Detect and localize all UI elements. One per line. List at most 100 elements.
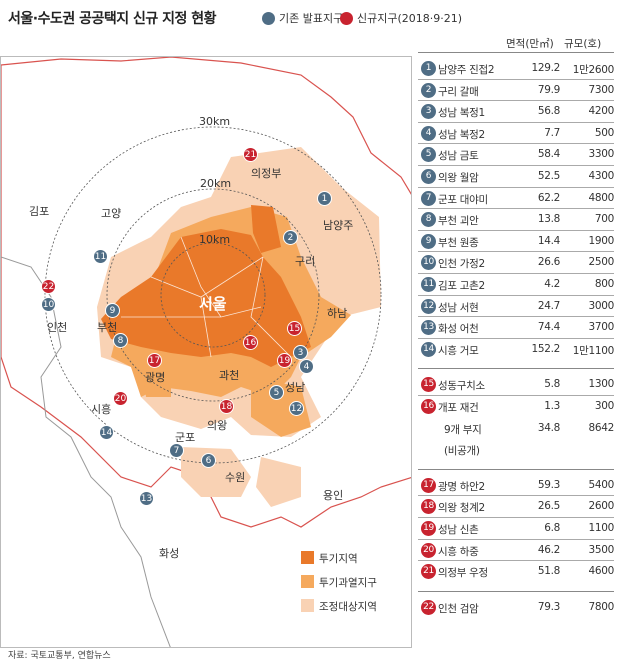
row-size: 300	[594, 400, 614, 412]
row-area: 79.3	[537, 600, 560, 613]
row-name: 인천 검암	[438, 602, 479, 615]
map: 30km 20km 10km 서울 김포 고양 의정부 남양주 구리 하남 인천…	[0, 56, 412, 648]
map-pin-20[interactable]: 20	[113, 391, 128, 406]
row-area: 56.8	[537, 105, 560, 118]
row-divider	[418, 495, 614, 497]
legend-zone3-label: 조정대상지역	[319, 601, 377, 613]
map-pin-1[interactable]: 1	[317, 191, 332, 206]
map-pin-7[interactable]: 7	[169, 443, 184, 458]
group-divider	[418, 468, 614, 470]
row-size: 8642	[588, 421, 614, 434]
map-pin-18[interactable]: 18	[219, 399, 234, 414]
row-number-badge: 22	[421, 599, 436, 615]
row-size: 4800	[588, 191, 614, 204]
map-pin-14[interactable]: 14	[99, 425, 114, 440]
row-area: 26.5	[537, 500, 560, 513]
row-area: 14.4	[537, 234, 560, 247]
map-pin-5[interactable]: 5	[269, 385, 284, 400]
city-label-seoul: 서울	[199, 295, 227, 313]
row-size: 1900	[588, 234, 614, 247]
row-size: 1만2600	[572, 64, 615, 76]
city-label-gwangmyeong: 광명	[145, 371, 166, 384]
row-area: 34.8	[537, 421, 560, 434]
row-number-badge: 10	[421, 255, 436, 271]
map-pin-16[interactable]: 16	[243, 335, 258, 350]
row-size: 4600	[588, 565, 614, 578]
row-name: 남양주 진접2	[438, 64, 495, 76]
map-pin-17[interactable]: 17	[147, 353, 162, 368]
map-pin-3[interactable]: 3	[293, 345, 308, 360]
city-label-hwaseong: 화성	[159, 547, 180, 560]
row-name: 의왕 청계2	[438, 502, 485, 515]
table-row: 7 군포 대야미 62.2 4800	[414, 188, 620, 210]
row-size: 1100	[588, 522, 614, 534]
row-number-badge: 11	[421, 277, 436, 292]
row-size: 2600	[588, 500, 614, 513]
row-divider	[418, 186, 614, 188]
table-row: 13 화성 어천 74.4 3700	[414, 317, 620, 339]
map-pin-21[interactable]: 21	[243, 147, 258, 162]
table-row: 3 성남 복정1 56.8 4200	[414, 101, 620, 123]
zone-speculation	[101, 229, 311, 367]
row-number-badge: 8	[421, 212, 436, 228]
row-area: 46.2	[537, 543, 560, 556]
table-row: 8 부천 괴안 13.8 700	[414, 209, 620, 231]
zone-adjustment-south	[181, 447, 251, 497]
row-number-badge: 19	[421, 521, 436, 536]
table-row: 19 성남 신촌 6.8 1100	[414, 518, 620, 540]
map-pin-19[interactable]: 19	[277, 353, 292, 368]
map-pin-4[interactable]: 4	[299, 359, 314, 374]
city-label-gimpo: 김포	[29, 205, 50, 218]
row-name: 성남 금토	[438, 150, 479, 163]
row-divider	[418, 337, 614, 339]
map-pin-22[interactable]: 22	[41, 279, 56, 294]
map-pin-8[interactable]: 8	[113, 333, 128, 348]
table-row: 4 성남 복정2 7.7 500	[414, 123, 620, 145]
row-number-badge: 18	[421, 499, 436, 515]
table-row: 2 구리 갈매 79.9 7300	[414, 80, 620, 102]
city-label-guri: 구리	[295, 255, 316, 268]
city-label-gunpo: 군포	[175, 431, 196, 444]
row-divider	[418, 121, 614, 123]
existing-dot-icon	[262, 11, 275, 25]
row-size: 1만1100	[572, 344, 615, 357]
row-area: 58.4	[537, 148, 560, 161]
row-area: 24.7	[537, 299, 560, 312]
row-size: 4200	[588, 105, 614, 118]
row-name: 의정부 우정	[438, 567, 488, 580]
table-row: 6 의왕 월암 52.5 4300	[414, 166, 620, 188]
row-name: 성남 복정1	[438, 107, 485, 120]
row-name: (비공개)	[444, 445, 480, 458]
ring-label-10km: 10km	[199, 233, 231, 246]
region-boundary	[1, 57, 411, 528]
table-row: 5 성남 금토 58.4 3300	[414, 144, 620, 166]
row-number-badge: 3	[421, 104, 436, 120]
row-divider	[418, 273, 614, 274]
row-size: 4300	[588, 170, 614, 182]
row-number-badge: 14	[421, 341, 436, 357]
row-area: 6.8	[544, 522, 560, 534]
map-pin-10[interactable]: 10	[41, 297, 56, 312]
row-divider	[418, 560, 614, 562]
city-label-uijeongbu: 의정부	[251, 167, 282, 180]
table-row: 17 광명 하안2 59.3 5400	[414, 475, 620, 497]
row-area: 62.2	[537, 191, 560, 204]
map-pin-6[interactable]: 6	[201, 453, 216, 468]
row-area: 26.6	[537, 256, 560, 269]
zone-overheated-bundang	[251, 377, 311, 437]
map-pin-11[interactable]: 11	[93, 249, 108, 264]
row-divider	[418, 251, 614, 253]
row-number-badge: 4	[421, 125, 436, 141]
map-pin-13[interactable]: 13	[139, 491, 154, 506]
table-row: 12 성남 서현 24.7 3000	[414, 296, 620, 318]
map-pin-2[interactable]: 2	[283, 230, 298, 245]
row-number-badge: 16	[421, 399, 436, 414]
map-pin-9[interactable]: 9	[105, 303, 120, 318]
map-pin-15[interactable]: 15	[287, 321, 302, 336]
row-number-badge: 12	[421, 298, 436, 314]
map-pin-12[interactable]: 12	[289, 401, 304, 416]
row-size: 1300	[588, 378, 614, 391]
row-area: 74.4	[537, 321, 560, 334]
row-area: 4.2	[544, 278, 560, 290]
row-divider	[418, 538, 614, 540]
